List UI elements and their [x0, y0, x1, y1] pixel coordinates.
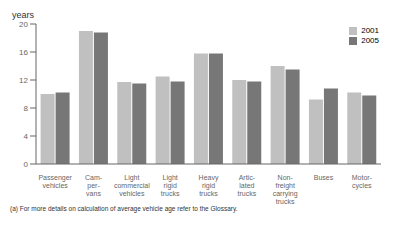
html-text:2005: 2005 — [361, 36, 379, 45]
svg-text:4: 4 — [24, 132, 29, 141]
svg-text:Passengervehicles: Passengervehicles — [38, 174, 72, 189]
html-text:years: years — [12, 10, 34, 20]
svg-text:0: 0 — [24, 160, 29, 169]
svg-text:Non-freightcarryingtrucks: Non-freightcarryingtrucks — [273, 174, 298, 204]
svg-text:Cam-per-vans: Cam-per-vans — [85, 174, 103, 197]
svg-text:Artic-latedtrucks: Artic-latedtrucks — [237, 174, 256, 197]
html-text:(a) For more details on calcul: (a) For more details on calculation of a… — [10, 205, 238, 212]
svg-text:8: 8 — [24, 104, 29, 113]
svg-text:Motor-cycles: Motor-cycles — [352, 174, 373, 190]
svg-text:12: 12 — [19, 76, 28, 85]
svg-text:20: 20 — [19, 20, 28, 29]
svg-text:16: 16 — [19, 48, 28, 57]
svg-text:Lightcommercialvehicles: Lightcommercialvehicles — [114, 174, 150, 197]
svg-text:Buses: Buses — [314, 174, 334, 181]
html-text:2001: 2001 — [361, 26, 379, 35]
svg-text:Lightrigidtrucks: Lightrigidtrucks — [161, 174, 180, 197]
svg-text:Heavyrigidtrucks: Heavyrigidtrucks — [199, 174, 219, 197]
